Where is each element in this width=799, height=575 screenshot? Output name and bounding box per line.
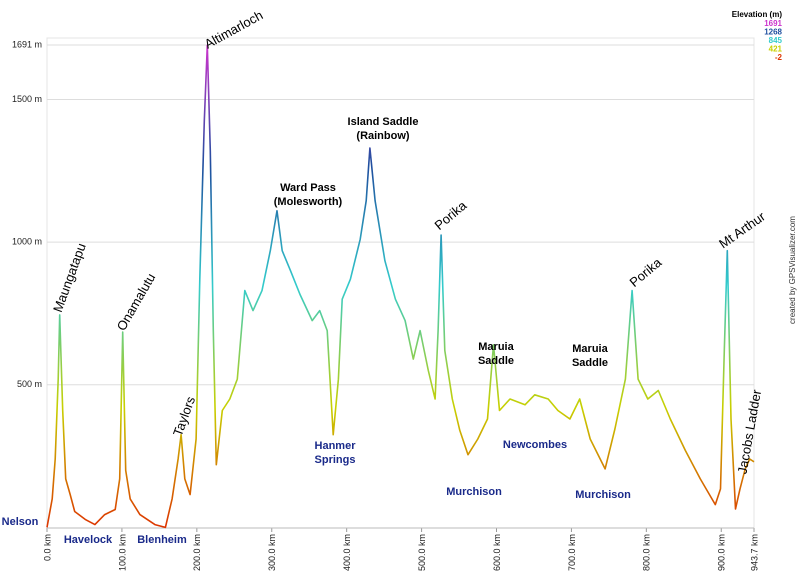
y-tick-label: 1500 m [12, 94, 42, 104]
legend-entry: 1691 [764, 19, 782, 28]
x-tick-label: 800.0 km [642, 534, 652, 571]
legend-title: Elevation (m) [732, 10, 783, 19]
x-tick-label: 0.0 km [42, 534, 52, 561]
x-tick-label: 900.0 km [717, 534, 727, 571]
town-label: Blenheim [137, 534, 187, 546]
x-tick-label: 600.0 km [492, 534, 502, 571]
credit: created by GPSVisualizer.com [788, 216, 797, 324]
x-tick-label: 500.0 km [417, 534, 427, 571]
x-tick-label: 943.7 km [749, 534, 759, 571]
y-tick-label: 1000 m [12, 237, 42, 247]
x-tick-label: 100.0 km [117, 534, 127, 571]
town-label: Murchison [575, 489, 631, 501]
x-tick-label: 400.0 km [342, 534, 352, 571]
x-tick-label: 300.0 km [267, 534, 277, 571]
town-label: Newcombes [503, 439, 567, 451]
x-tick-label: 700.0 km [567, 534, 577, 571]
legend-entry: 1268 [764, 28, 782, 37]
town-label: Murchison [446, 486, 502, 498]
pass-label: Ward Pass [280, 182, 336, 194]
pass-label: Maruia [572, 343, 608, 355]
y-tick-label: 1691 m [12, 39, 42, 49]
pass-label: Maruia [478, 341, 514, 353]
pass-label: Saddle [572, 357, 608, 369]
pass-label: (Rainbow) [356, 130, 409, 142]
town-label: Hanmer [315, 440, 357, 452]
legend-entry: 421 [769, 45, 783, 54]
pass-label: (Molesworth) [274, 196, 343, 208]
town-label: Havelock [64, 534, 113, 546]
town-label: Nelson [2, 516, 39, 528]
elevation-line [46, 44, 755, 529]
pass-label: Island Saddle [348, 116, 419, 128]
pass-label: Saddle [478, 355, 514, 367]
x-tick-label: 200.0 km [192, 534, 202, 571]
legend-entry: -2 [775, 53, 783, 62]
legend-entry: 845 [769, 36, 783, 45]
y-tick-label: 500 m [17, 379, 42, 389]
town-label: Springs [315, 454, 356, 466]
